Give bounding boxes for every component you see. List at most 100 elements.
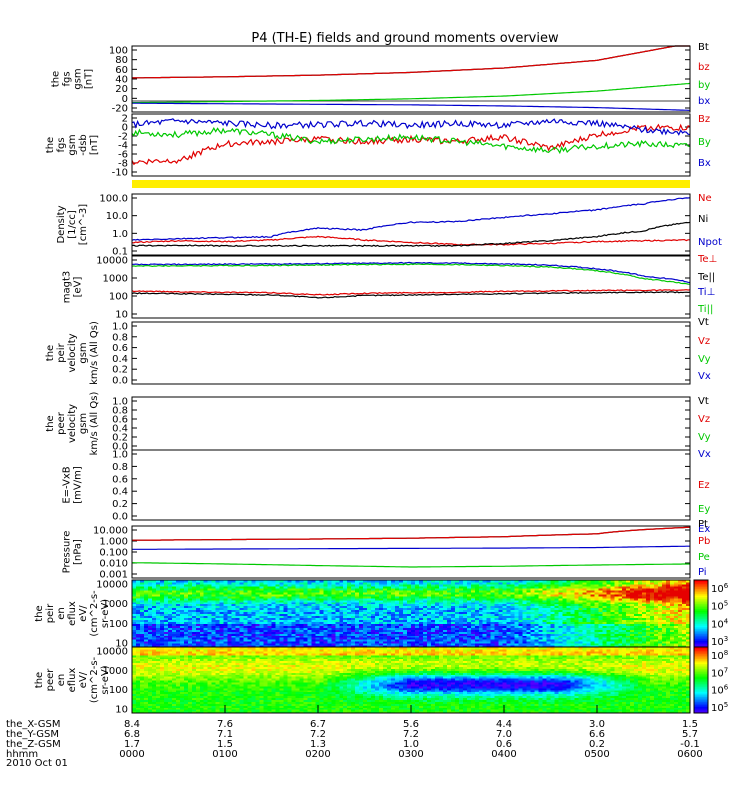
spectrogram-cell — [590, 607, 595, 611]
spectrogram-cell — [275, 580, 281, 583]
spectrogram-cell — [542, 617, 548, 621]
spectrogram-cell — [219, 627, 225, 630]
spectrogram-cell — [351, 591, 356, 595]
spectrogram-cell — [132, 629, 137, 632]
spectrogram-cell — [682, 605, 687, 609]
spectrogram-cell — [311, 599, 316, 603]
spectrogram-cell — [566, 589, 572, 593]
spectrogram-cell — [219, 583, 225, 587]
spectrogram-cell — [239, 581, 245, 585]
spectrogram-cell — [287, 607, 293, 611]
spectrogram-cell — [662, 605, 667, 609]
spectrogram-cell — [586, 591, 591, 595]
spectrogram-cell — [474, 613, 480, 617]
spectrogram-cell — [686, 613, 691, 617]
spectrogram-cell — [159, 607, 165, 611]
spectrogram-cell — [630, 615, 635, 619]
spectrogram-cell — [395, 597, 400, 601]
spectrogram-cell — [199, 580, 205, 583]
spectrogram-cell — [562, 593, 568, 597]
spectrogram-cell — [466, 627, 472, 630]
spectrogram-cell — [514, 631, 520, 634]
spectrogram-cell — [686, 633, 691, 636]
spectrogram-cell — [426, 641, 432, 644]
spectrogram-cell — [474, 611, 480, 615]
panel-1-ytick: 0 — [122, 123, 128, 134]
spectrogram-cell — [550, 597, 556, 601]
spectrogram-cell — [203, 607, 209, 611]
spectrogram-cell — [263, 633, 269, 636]
spectrogram-cell — [634, 587, 639, 591]
spectrogram-cell — [582, 635, 587, 638]
spectrogram-cell — [379, 645, 384, 648]
spectrogram-cell — [223, 597, 229, 601]
spectrogram-cell — [454, 637, 460, 640]
spectrogram-cell — [331, 621, 336, 624]
spectrogram-cell — [558, 601, 564, 605]
spectrogram-cell — [566, 637, 572, 640]
spectrogram-cell — [135, 599, 141, 603]
spectrogram-cell — [399, 583, 404, 587]
spectrogram-cell — [295, 637, 300, 640]
spectrogram-cell — [666, 629, 671, 632]
spectrogram-cell — [191, 645, 197, 648]
spectrogram-cell — [658, 580, 663, 583]
spectrogram-cell — [494, 639, 500, 642]
spectrogram-cell — [211, 593, 217, 597]
spectrogram-cell — [235, 617, 241, 621]
spectrogram-cell — [259, 639, 265, 642]
spectrogram-cell — [582, 580, 587, 583]
spectrogram-cell — [442, 645, 448, 648]
spectrogram-cell — [650, 603, 655, 607]
spectrogram-cell — [546, 605, 552, 609]
spectrogram-cell — [638, 601, 643, 605]
spectrogram-cell — [490, 643, 496, 646]
spectrogram-cell — [255, 591, 261, 595]
spectrogram-cell — [283, 581, 289, 585]
spectrogram-cell — [263, 605, 269, 609]
spectrogram-cell — [259, 631, 265, 634]
spectrogram-cell — [299, 617, 304, 621]
spectrogram-cell — [666, 623, 671, 626]
spectrogram-cell — [686, 645, 691, 648]
spectrogram-cell — [574, 603, 579, 607]
spectrogram-cell — [275, 623, 281, 626]
spectrogram-cell — [203, 587, 209, 591]
spectrogram-cell — [135, 585, 141, 589]
spectrogram-cell — [678, 599, 683, 603]
spectrogram-cell — [143, 627, 149, 630]
spectrogram-cell — [195, 635, 201, 638]
spectrogram-cell — [594, 629, 599, 632]
spectrogram-cell — [291, 609, 297, 613]
spectrogram-cell — [574, 581, 579, 585]
spectrogram-cell — [279, 580, 285, 583]
spectrogram-cell — [530, 603, 536, 607]
spectrogram-cell — [502, 603, 508, 607]
spectrogram-cell — [263, 580, 269, 583]
spectrogram-cell — [403, 607, 408, 611]
spectrogram-cell — [534, 627, 540, 630]
spectrogram-cell — [442, 613, 448, 617]
spectrogram-cell — [562, 585, 568, 589]
spectrogram-cell — [179, 601, 185, 605]
spectrogram-cell — [323, 591, 328, 595]
spectrogram-cell — [506, 585, 512, 589]
spectrogram-cell — [219, 599, 225, 603]
spectrogram-cell — [430, 581, 436, 585]
spectrogram-cell — [191, 621, 197, 624]
spectrogram-cell — [223, 645, 229, 648]
spectrogram-cell — [275, 641, 281, 644]
spectrogram-cell — [586, 637, 591, 640]
spectrogram-cell — [171, 639, 177, 642]
spectrogram-cell — [626, 605, 631, 609]
spectrogram-cell — [562, 599, 568, 603]
spectrogram-cell — [231, 613, 237, 617]
spectrogram-cell — [215, 625, 221, 628]
spectrogram-cell — [135, 591, 141, 595]
spectrogram-cell — [387, 637, 392, 640]
legend-Vt: Vt — [698, 317, 709, 328]
spectrogram-cell — [670, 637, 675, 640]
spectrogram-cell — [574, 597, 579, 601]
spectrogram-cell — [618, 597, 623, 601]
spectrogram-cell — [159, 617, 165, 621]
